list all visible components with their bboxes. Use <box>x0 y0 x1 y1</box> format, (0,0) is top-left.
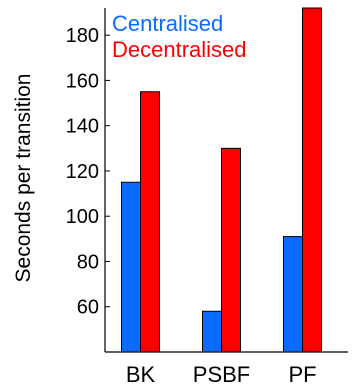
bar-centralised-pf <box>283 236 303 353</box>
bar-centralised-psbf <box>202 310 222 353</box>
y-tick-label: 120 <box>66 161 99 183</box>
y-ticks: 60 80 100 120 140 160 180 <box>66 25 110 319</box>
category-label: BK <box>126 362 156 385</box>
bars <box>121 7 322 353</box>
bar-centralised-bk <box>121 181 141 353</box>
legend-entry-centralised: Centralised <box>112 11 223 36</box>
bar-decentralised-bk <box>140 91 160 353</box>
y-tick-label: 80 <box>77 251 99 273</box>
y-tick-label: 100 <box>66 206 99 228</box>
y-tick-label: 60 <box>77 297 99 319</box>
y-tick-label: 160 <box>66 70 99 92</box>
category-labels: BK PSBF PF <box>126 362 317 385</box>
y-tick-label: 140 <box>66 116 99 138</box>
bar-decentralised-pf <box>302 7 322 353</box>
legend-entry-decentralised: Decentralised <box>112 37 247 62</box>
y-axis-title: Seconds per transition <box>12 74 35 283</box>
category-label: PF <box>288 362 316 385</box>
y-tick-label: 180 <box>66 25 99 47</box>
bar-decentralised-psbf <box>221 147 241 353</box>
category-label: PSBF <box>193 362 250 385</box>
